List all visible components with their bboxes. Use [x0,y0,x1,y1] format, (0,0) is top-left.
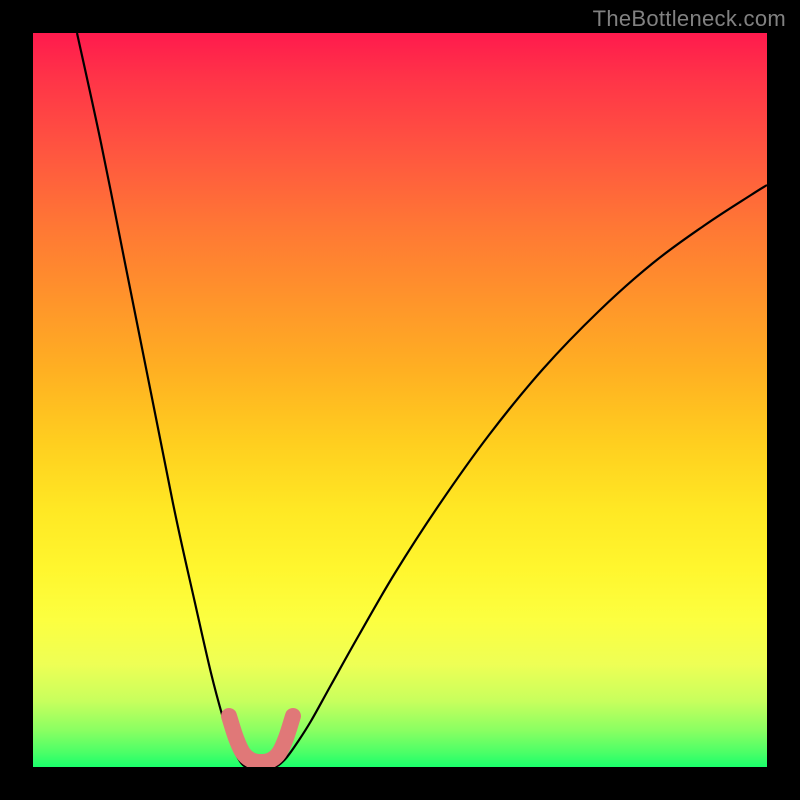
valley-highlight [229,716,293,762]
watermark-text: TheBottleneck.com [593,6,786,32]
plot-area [33,33,767,767]
curves-svg [33,33,767,767]
left-curve [77,33,247,767]
chart-frame: TheBottleneck.com [0,0,800,800]
right-curve [275,185,767,767]
